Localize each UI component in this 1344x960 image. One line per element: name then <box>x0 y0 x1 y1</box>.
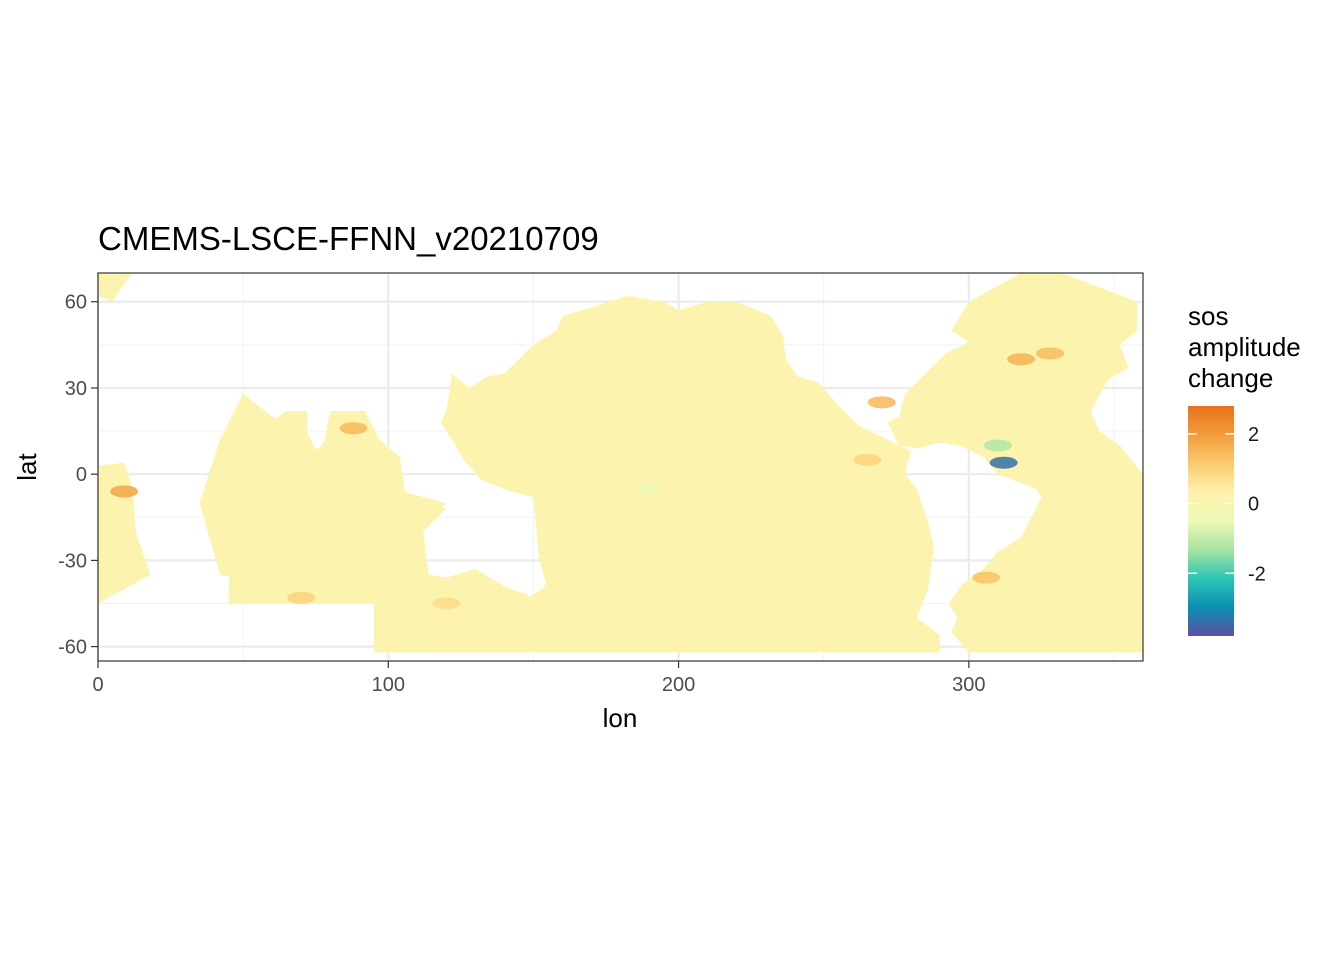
y-axis-title: lat <box>12 452 42 480</box>
x-tick-label: 300 <box>952 674 985 696</box>
y-tick-label: 0 <box>76 464 87 486</box>
pacific-ocean-region <box>440 295 940 653</box>
x-tick-label: 0 <box>92 674 103 696</box>
anomaly-patch <box>989 456 1018 469</box>
ocean-data-layer <box>98 273 1143 653</box>
anomaly-patch <box>110 485 139 498</box>
colorbar-tick-label: 0 <box>1248 494 1259 516</box>
anomaly-patch <box>983 439 1012 452</box>
color-legend: sos amplitude change 2 0 -2 <box>1188 301 1301 636</box>
y-tick-label: -60 <box>58 637 87 659</box>
colorbar-ticks: 2 0 -2 <box>1188 424 1266 585</box>
anomaly-patch <box>972 571 1001 584</box>
x-tick-label: 200 <box>662 674 695 696</box>
colorbar <box>1188 406 1234 636</box>
anomaly-patch <box>635 482 664 495</box>
y-tick-label: -30 <box>58 550 87 572</box>
anomaly-patch <box>339 422 368 435</box>
legend-title-line-1: sos <box>1188 301 1228 331</box>
plot-panel <box>96 272 1144 662</box>
anomaly-patch <box>867 396 896 409</box>
y-axis: 60 30 0 -30 -60 <box>58 292 98 659</box>
anomaly-patch <box>1036 347 1065 360</box>
x-axis-title: lon <box>603 703 638 733</box>
x-axis: 0 100 200 300 <box>92 661 986 696</box>
anomaly-patch <box>1007 353 1036 366</box>
anomaly-patch <box>287 591 316 604</box>
y-tick-label: 60 <box>65 292 87 314</box>
chart-title: CMEMS-LSCE-FFNN_v20210709 <box>98 220 599 257</box>
south-atlantic-east <box>98 462 151 653</box>
x-tick-label: 100 <box>372 674 405 696</box>
indian-ocean-basin <box>228 410 447 604</box>
legend-title-line-3: change <box>1188 363 1273 393</box>
colorbar-tick-label: -2 <box>1248 563 1266 585</box>
norwegian-sea <box>98 273 133 302</box>
legend-title-line-2: amplitude <box>1188 332 1301 362</box>
anomaly-patch <box>432 597 461 610</box>
colorbar-tick-label: 2 <box>1248 424 1259 446</box>
panel-border <box>97 272 1144 662</box>
anomaly-patch <box>853 453 882 466</box>
y-tick-label: 30 <box>65 378 87 400</box>
